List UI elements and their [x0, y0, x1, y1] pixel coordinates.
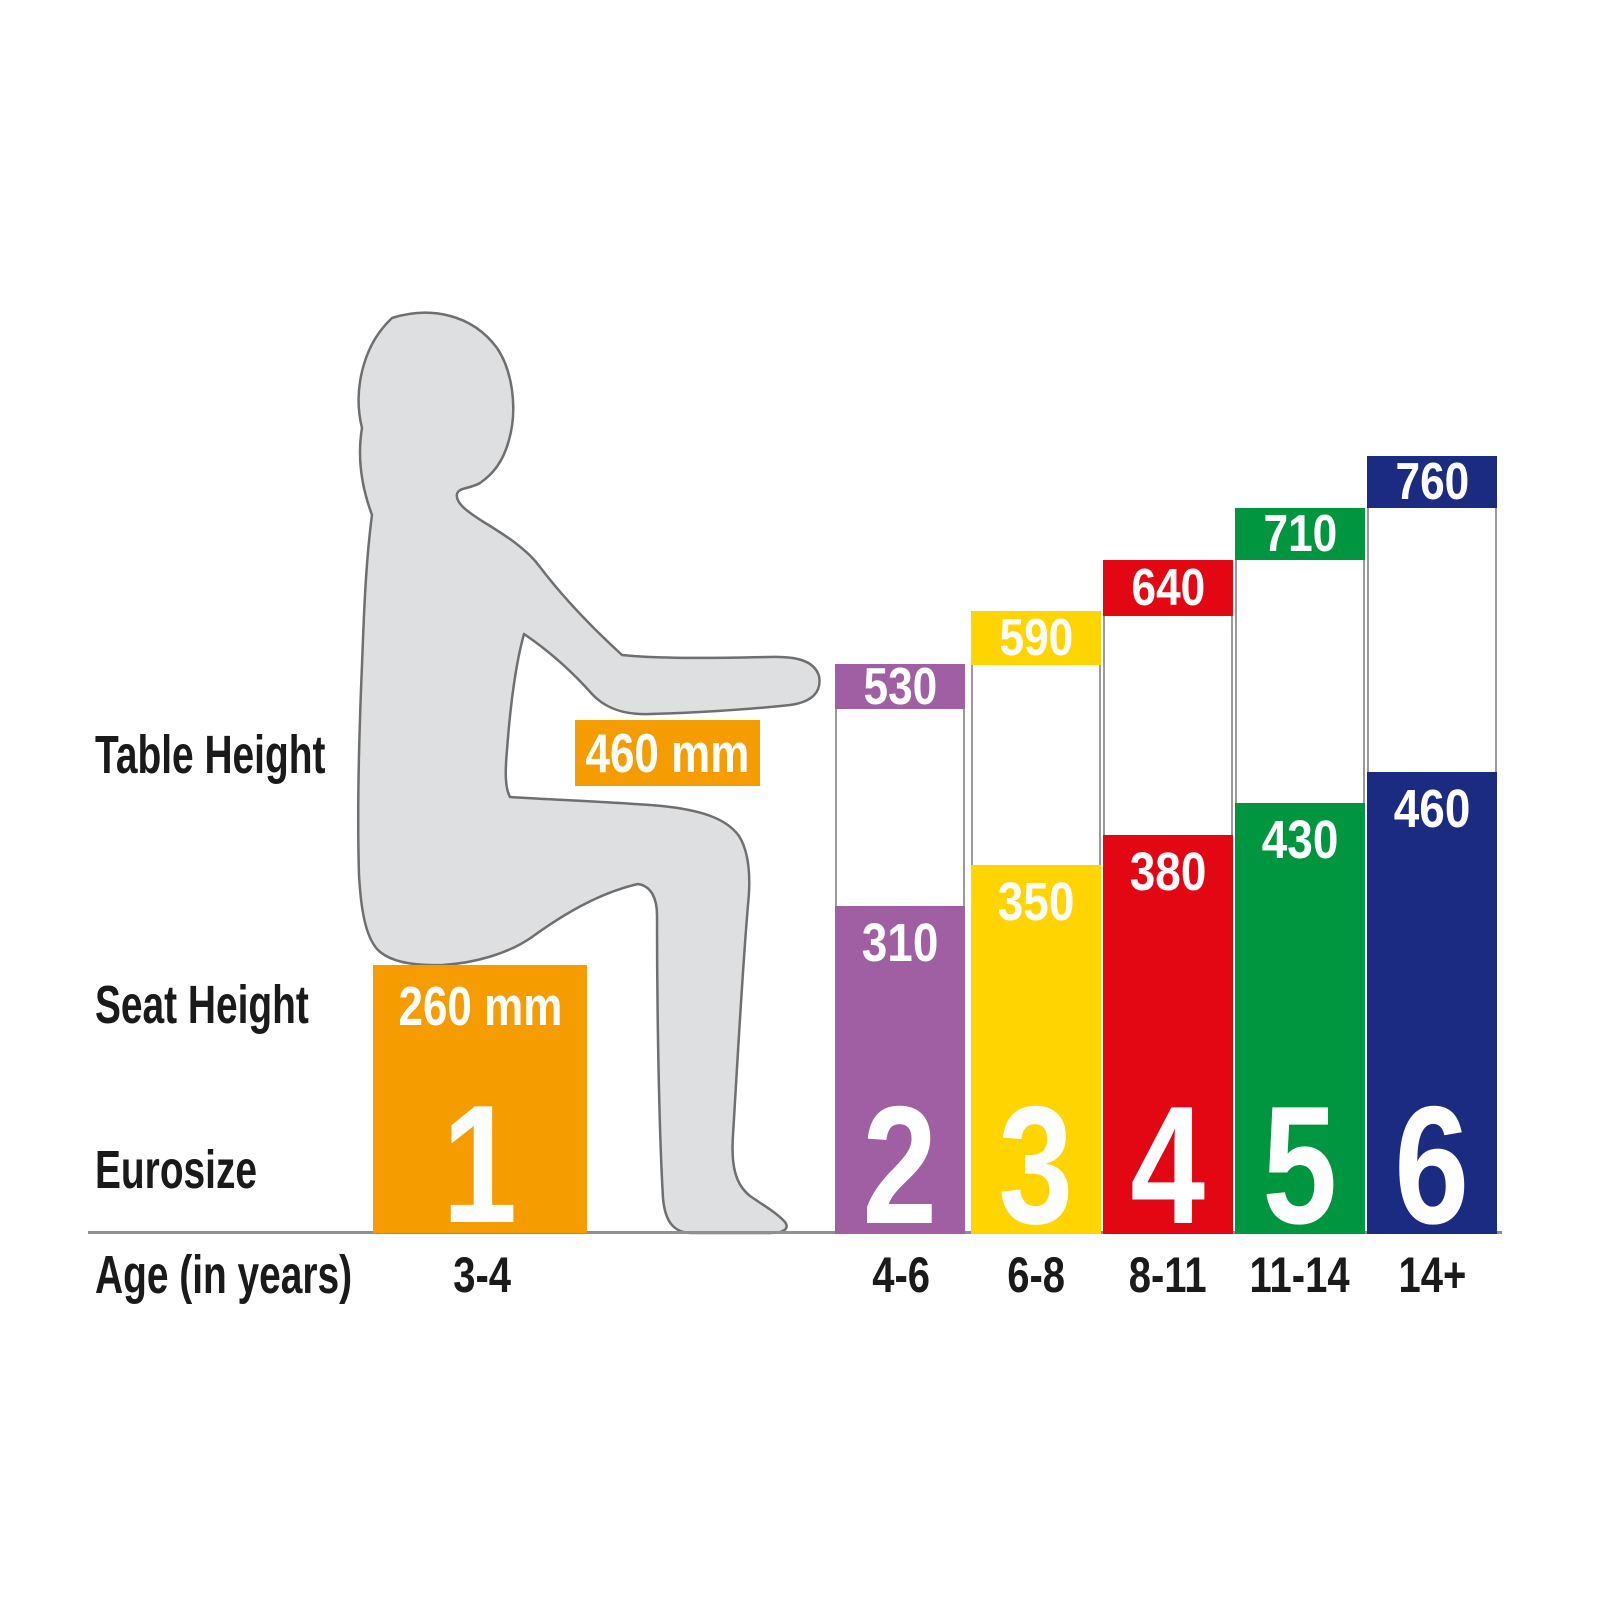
column-shaft-size-5 — [1235, 560, 1365, 803]
eurosize-number-5: 5 — [1262, 1071, 1338, 1259]
table-height-cap-size-4: 640 — [1103, 560, 1233, 616]
seat-fill-size-5: 430 5 — [1235, 803, 1365, 1259]
size1-table-height-block: 460 mm — [575, 720, 760, 786]
age-label-size-4: 8-11 — [1129, 1247, 1207, 1303]
size1-seat-height-value: 260 mm — [398, 975, 562, 1037]
column-shaft-size-2 — [835, 709, 965, 906]
seat-fill-size-4: 380 4 — [1103, 835, 1233, 1259]
eurosize-number-2: 2 — [862, 1071, 938, 1259]
size1-eurosize-number: 1 — [442, 1070, 518, 1258]
age-label-size-2: 4-6 — [872, 1247, 930, 1303]
column-shaft-size-3 — [971, 665, 1101, 865]
age-label-size-3: 6-8 — [1007, 1247, 1065, 1303]
eurosize-number-6: 6 — [1394, 1071, 1470, 1259]
table-height-cap-size-2: 530 — [835, 661, 965, 713]
age-axis-label: Age (in years) — [95, 1245, 353, 1305]
table-height-value: 590 — [999, 609, 1073, 667]
table-height-value: 530 — [863, 657, 937, 716]
seat-height-value: 350 — [997, 872, 1075, 932]
eurosize-number-3: 3 — [998, 1071, 1074, 1259]
seat-height-value: 430 — [1261, 810, 1339, 870]
seat-fill-size-6: 460 6 — [1367, 772, 1497, 1259]
age-label-size-5: 11-14 — [1249, 1247, 1351, 1303]
table-height-cap-size-3: 590 — [971, 611, 1101, 665]
size1-table-height-value: 460 mm — [585, 721, 750, 784]
seat-fill-size-2: 310 2 — [835, 906, 965, 1259]
table-height-cap-size-5: 710 — [1235, 508, 1365, 560]
child-silhouette-path — [356, 311, 821, 1235]
seat-fill-size-3: 350 3 — [971, 865, 1101, 1259]
eurosize-row-label: Eurosize — [95, 1140, 258, 1200]
seat-height-value: 460 — [1393, 779, 1471, 839]
table-height-row-label: Table Height — [95, 725, 326, 785]
column-shaft-size-6 — [1367, 508, 1497, 772]
table-height-value: 640 — [1131, 559, 1205, 617]
size1-seat-block: 260 mm 1 — [373, 965, 587, 1258]
eurosize-number-4: 4 — [1130, 1071, 1206, 1259]
age-label-size-6: 14+ — [1398, 1247, 1466, 1303]
floor-axis-line — [88, 1231, 1502, 1234]
column-shaft-size-4 — [1103, 616, 1233, 835]
seat-height-value: 380 — [1129, 842, 1207, 902]
table-height-cap-size-6: 760 — [1367, 456, 1497, 508]
table-height-value: 760 — [1395, 453, 1469, 511]
age-label-size-1: 3-4 — [453, 1247, 511, 1303]
seat-height-row-label: Seat Height — [95, 975, 309, 1035]
table-height-value: 710 — [1263, 505, 1337, 563]
seat-height-value: 310 — [861, 913, 939, 973]
